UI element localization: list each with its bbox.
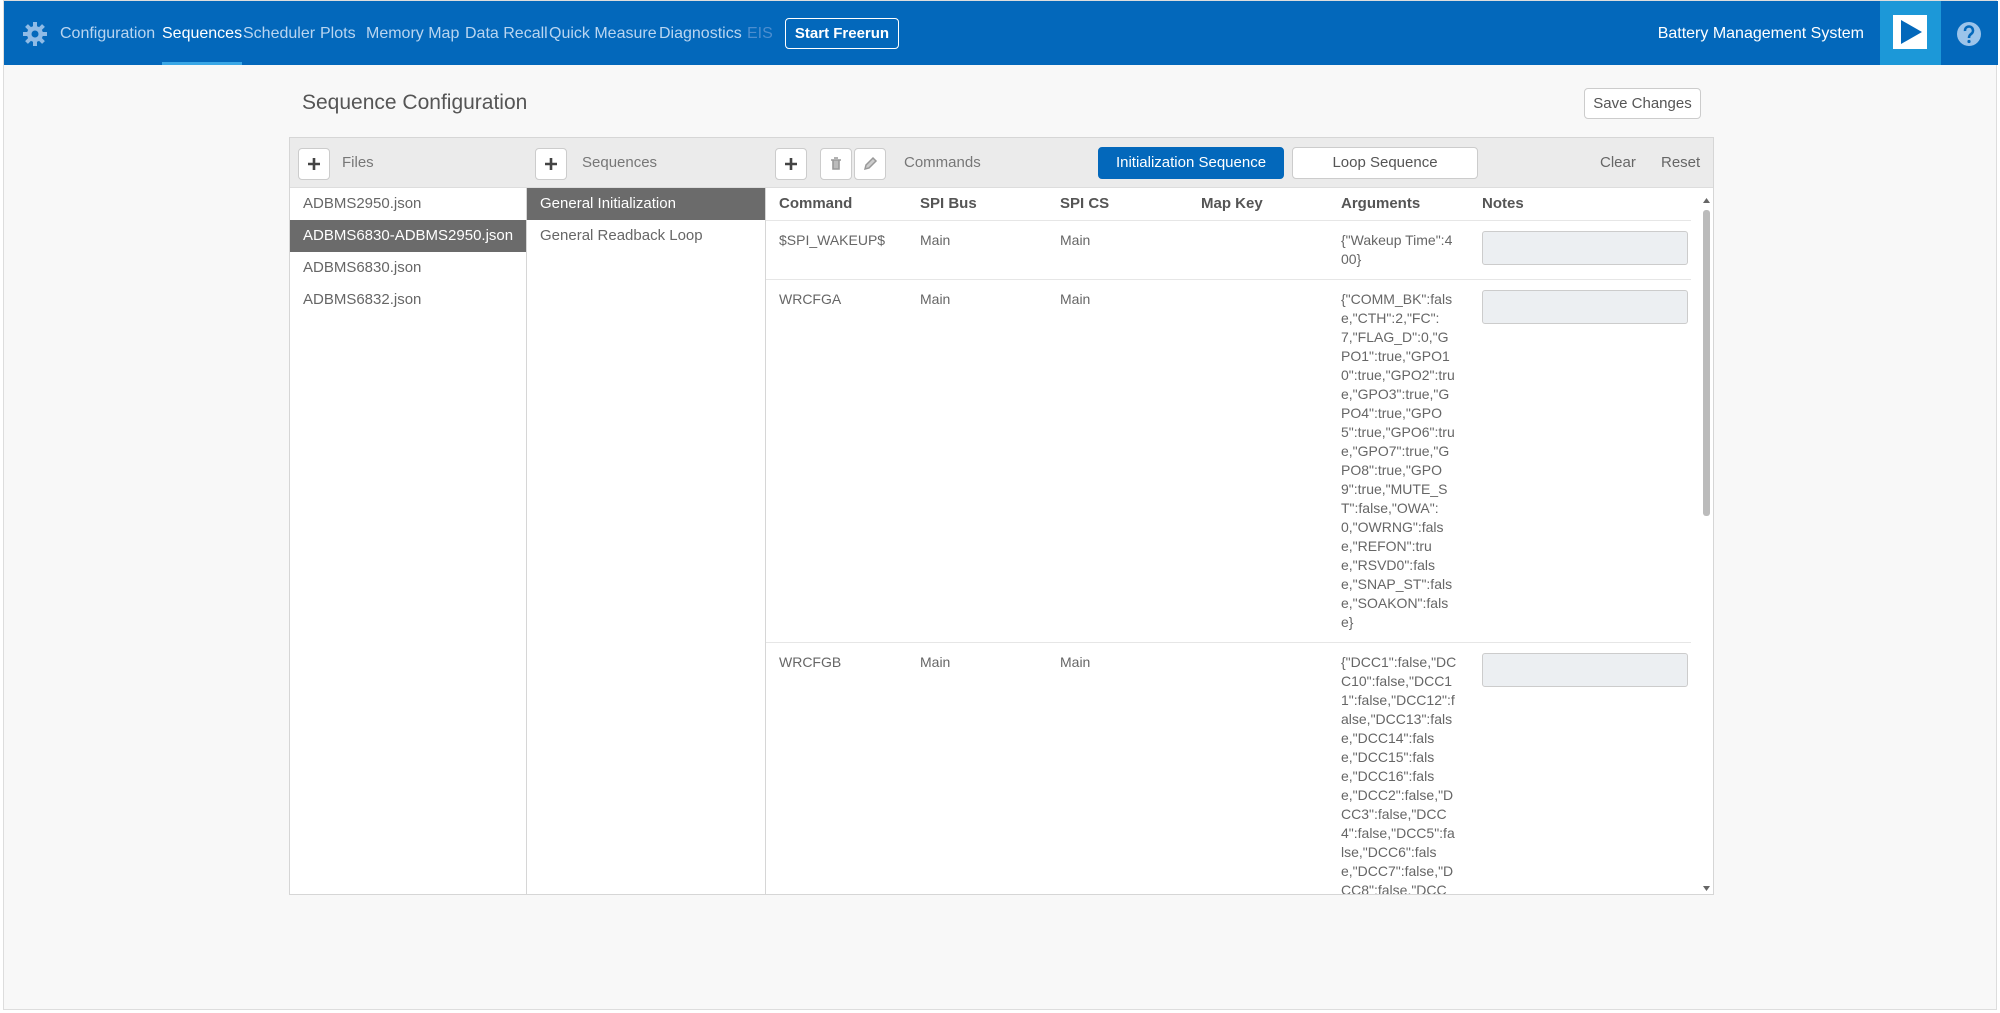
cell: Main: [907, 642, 1047, 894]
cell: WRCFGA: [766, 279, 907, 642]
cell: Main: [1047, 642, 1188, 894]
sequence-tab[interactable]: Loop Sequence: [1292, 147, 1478, 179]
reset-button[interactable]: Reset: [1661, 138, 1700, 188]
files-item[interactable]: ADBMS6832.json: [290, 284, 526, 316]
save-button[interactable]: Save Changes: [1584, 88, 1701, 119]
column-header: Map Key: [1188, 188, 1328, 220]
cell: Main: [907, 279, 1047, 642]
command-row[interactable]: $SPI_WAKEUP$MainMain{"Wakeup Time":400}: [766, 220, 1691, 279]
nav-item[interactable]: Data Recall: [465, 1, 548, 65]
commands-heading: Commands: [904, 138, 981, 188]
column-header: Command: [766, 188, 907, 220]
column-header: SPI CS: [1047, 188, 1188, 220]
nav-item[interactable]: Memory Map: [366, 1, 459, 65]
cell: [1188, 220, 1328, 279]
command-row[interactable]: WRCFGBMainMain{"DCC1":false,"DCC10":fals…: [766, 642, 1691, 894]
nav-item[interactable]: Scheduler: [243, 1, 315, 65]
nav-item[interactable]: EIS: [747, 1, 773, 65]
notes-cell: [1469, 279, 1691, 642]
panel: Files Sequences Commands Initialization …: [289, 137, 1714, 895]
add-sequence-button[interactable]: [535, 148, 567, 180]
column-header: SPI Bus: [907, 188, 1047, 220]
edit-command-button[interactable]: [854, 148, 886, 180]
nav-item[interactable]: Sequences: [162, 1, 242, 65]
command-row[interactable]: WRCFGAMainMain{"COMM_BK":false,"CTH":2,"…: [766, 279, 1691, 642]
settings-icon[interactable]: [22, 21, 48, 47]
app-name: Battery Management System: [1658, 1, 1864, 67]
nav-item[interactable]: Configuration: [60, 1, 155, 65]
table-header: CommandSPI BusSPI CSMap KeyArgumentsNote…: [766, 188, 1691, 220]
start-freerun-button[interactable]: Start Freerun: [785, 18, 899, 49]
cell: [1188, 279, 1328, 642]
sequences-list: General InitializationGeneral Readback L…: [527, 188, 766, 894]
column-header: Notes: [1469, 188, 1691, 220]
add-file-button[interactable]: [298, 148, 330, 180]
cell: WRCFGB: [766, 642, 907, 894]
notes-cell: [1469, 220, 1691, 279]
nav-item[interactable]: Quick Measure: [549, 1, 657, 65]
cell: Main: [1047, 220, 1188, 279]
cell: [1188, 642, 1328, 894]
sequence-tab[interactable]: Initialization Sequence: [1098, 147, 1284, 179]
table-body: $SPI_WAKEUP$MainMain{"Wakeup Time":400}W…: [766, 220, 1691, 894]
sequences-item[interactable]: General Readback Loop: [527, 220, 765, 252]
panel-header: [290, 138, 1714, 188]
run-button[interactable]: [1880, 1, 1941, 65]
clear-button[interactable]: Clear: [1600, 138, 1636, 188]
sequences-heading: Sequences: [582, 138, 657, 188]
nav-item[interactable]: Diagnostics: [659, 1, 742, 65]
add-command-button[interactable]: [775, 148, 807, 180]
page-title: Sequence Configuration: [302, 91, 527, 115]
play-icon: [1880, 1, 1941, 65]
cell: {"DCC1":false,"DCC10":false,"DCC11":fals…: [1328, 642, 1469, 894]
cell: Main: [1047, 279, 1188, 642]
sequences-item[interactable]: General Initialization: [527, 188, 765, 220]
nav-item[interactable]: Plots: [320, 1, 356, 65]
commands-table: CommandSPI BusSPI CSMap KeyArgumentsNote…: [766, 188, 1691, 894]
help-icon[interactable]: [1956, 21, 1982, 47]
scrollbar[interactable]: [1702, 196, 1711, 894]
app: ConfigurationSequencesSchedulerPlotsMemo…: [3, 0, 1997, 1010]
commands-area: CommandSPI BusSPI CSMap KeyArgumentsNote…: [766, 188, 1714, 894]
cell: {"Wakeup Time":400}: [1328, 220, 1469, 279]
files-item[interactable]: ADBMS2950.json: [290, 188, 526, 220]
files-item[interactable]: ADBMS6830.json: [290, 252, 526, 284]
files-item[interactable]: ADBMS6830-ADBMS2950.json: [290, 220, 526, 252]
delete-command-button[interactable]: [820, 148, 852, 180]
notes-input[interactable]: [1482, 290, 1688, 324]
column-header: Arguments: [1328, 188, 1469, 220]
files-heading: Files: [342, 138, 374, 188]
notes-cell: [1469, 642, 1691, 894]
nav-bar: ConfigurationSequencesSchedulerPlots Memo…: [4, 1, 1998, 65]
cell: {"COMM_BK":false,"CTH":2,"FC":7,"FLAG_D"…: [1328, 279, 1469, 642]
notes-input[interactable]: [1482, 231, 1688, 265]
files-list: ADBMS2950.jsonADBMS6830-ADBMS2950.jsonAD…: [290, 188, 527, 894]
cell: Main: [907, 220, 1047, 279]
notes-input[interactable]: [1482, 653, 1688, 687]
cell: $SPI_WAKEUP$: [766, 220, 907, 279]
